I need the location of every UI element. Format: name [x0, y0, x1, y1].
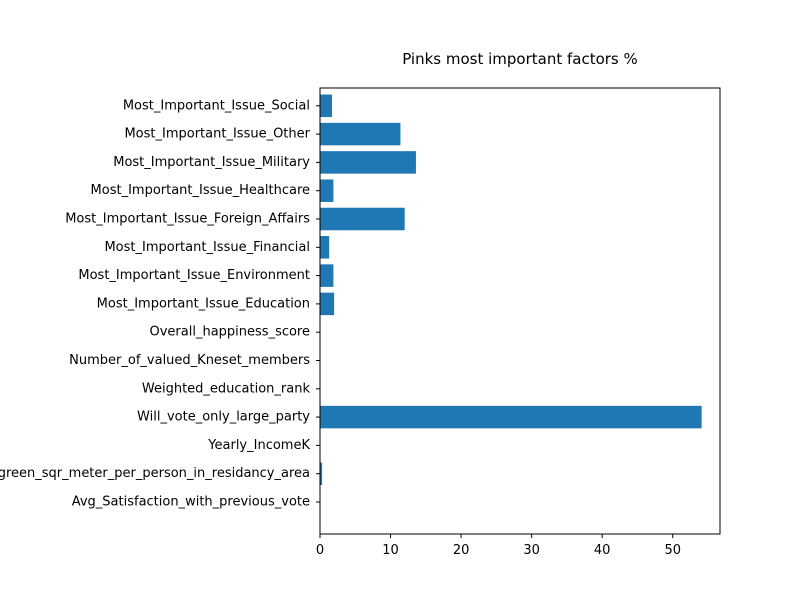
- y-tick-label: Most_Important_Issue_Foreign_Affairs: [65, 212, 310, 227]
- y-tick-label: Will_vote_only_large_party: [137, 410, 310, 425]
- bar: [320, 462, 323, 485]
- bar: [320, 264, 334, 287]
- bar: [320, 94, 332, 118]
- y-tick-label: Most_Important_Issue_Financial: [104, 240, 310, 255]
- y-tick-label: Most_Important_Issue_Other: [124, 127, 310, 142]
- y-tick-label: Yearly_IncomeK: [207, 438, 310, 453]
- x-tick-label: 20: [453, 543, 470, 558]
- bar: [320, 151, 416, 174]
- y-tick-label: Most_Important_Issue_Healthcare: [91, 183, 310, 198]
- x-tick-label: 10: [382, 543, 399, 558]
- x-tick-label: 0: [316, 543, 324, 558]
- y-tick-label: Most_Important_Issue_Military: [113, 155, 310, 170]
- y-tick-label: Most_Important_Issue_Education: [97, 296, 310, 311]
- bar: [320, 122, 401, 146]
- bar: [320, 236, 330, 259]
- y-tick-label: Number_of_valued_Kneset_members: [69, 353, 310, 368]
- y-axis: Avg_Satisfaction_with_previous_vote Avg_g…: [0, 98, 320, 510]
- y-tick-label: Weighted_education_rank: [142, 381, 311, 396]
- x-tick-label: 30: [523, 543, 540, 558]
- bar: [320, 405, 702, 429]
- bar: [320, 179, 334, 202]
- y-tick-label: Avg_green_sqr_meter_per_person_in_resida…: [0, 466, 310, 481]
- bar: [320, 207, 405, 231]
- y-tick-label: Overall_happiness_score: [150, 325, 311, 340]
- y-tick-label: Most_Important_Issue_Social: [123, 98, 310, 113]
- bars-group: [320, 94, 702, 485]
- x-tick-label: 40: [594, 543, 611, 558]
- x-tick-label: 50: [664, 543, 681, 558]
- bar: [320, 292, 335, 316]
- chart-title: Pinks most important factors %: [402, 50, 638, 68]
- y-tick-label: Avg_Satisfaction_with_previous_vote: [72, 495, 310, 510]
- y-tick-label: Most_Important_Issue_Environment: [78, 268, 310, 283]
- x-axis: 0 10 20 30 40 50: [316, 534, 681, 558]
- plot-frame: [319, 87, 721, 535]
